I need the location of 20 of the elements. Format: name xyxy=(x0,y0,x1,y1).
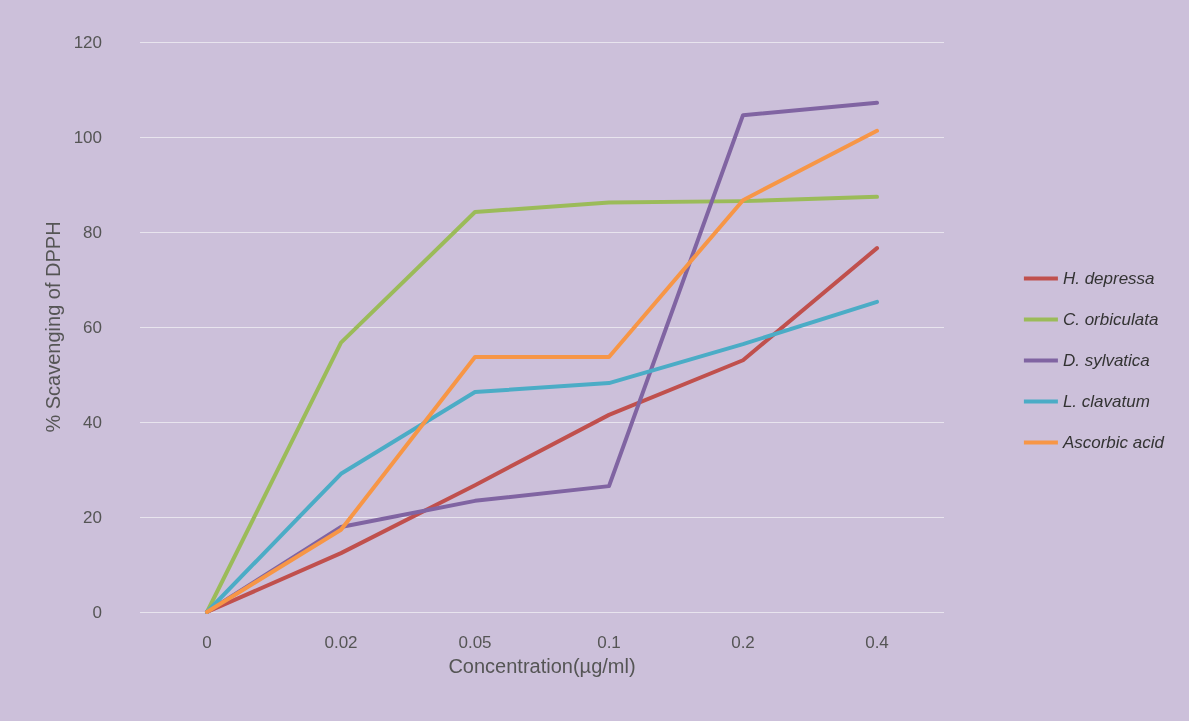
x-tick-label: 0 xyxy=(202,633,212,652)
x-axis-title: Concentration(µg/ml) xyxy=(448,655,636,677)
y-tick-label: 120 xyxy=(73,32,102,52)
x-tick-label: 0.05 xyxy=(458,633,492,652)
y-tick-label: 100 xyxy=(73,127,102,147)
x-tick-label: 0.4 xyxy=(865,633,889,652)
y-tick-label: 80 xyxy=(83,222,102,242)
legend-label: C. orbiculata xyxy=(1062,310,1159,329)
y-tick-label: 0 xyxy=(92,602,102,622)
x-tick-label: 0.2 xyxy=(731,633,755,652)
y-axis-title: % Scavenging of DPPH xyxy=(41,221,64,433)
legend-label: H. depressa xyxy=(1062,269,1155,288)
x-tick-label: 0.02 xyxy=(324,633,358,652)
y-tick-label: 40 xyxy=(83,412,102,432)
legend-label: Ascorbic acid xyxy=(1061,433,1165,452)
x-tick-label: 0.1 xyxy=(597,633,621,652)
legend-label: D. sylvatica xyxy=(1062,351,1150,370)
y-tick-label: 60 xyxy=(83,317,102,337)
legend-label: L. clavatum xyxy=(1062,392,1150,411)
y-tick-label: 20 xyxy=(83,507,102,527)
